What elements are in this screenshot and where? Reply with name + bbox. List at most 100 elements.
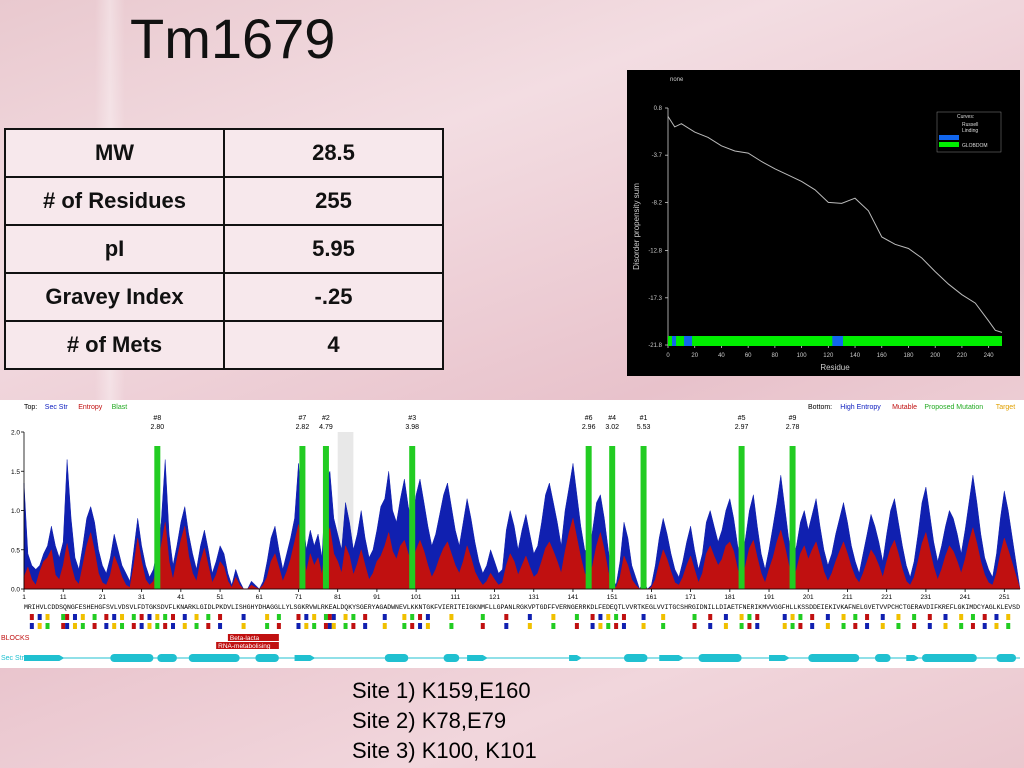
legend-title: Curves: bbox=[957, 114, 974, 120]
property-marker bbox=[92, 614, 97, 620]
property-marker bbox=[382, 623, 387, 629]
property-marker bbox=[810, 614, 815, 620]
site-marker bbox=[409, 446, 416, 589]
block-annotation bbox=[216, 642, 279, 649]
site-marker bbox=[640, 446, 647, 589]
header-left-item: Top: bbox=[24, 404, 37, 411]
strand-arrow bbox=[467, 655, 488, 661]
table-row: # of Mets 4 bbox=[4, 320, 444, 370]
y-tick-label: 1.5 bbox=[11, 469, 20, 476]
property-marker bbox=[480, 623, 485, 629]
disorder-segment bbox=[832, 336, 844, 346]
property-marker bbox=[943, 614, 948, 620]
property-marker bbox=[661, 623, 666, 629]
property-marker bbox=[194, 614, 199, 620]
property-marker bbox=[880, 623, 885, 629]
property-marker bbox=[327, 614, 332, 620]
site-score-label: 2.97 bbox=[735, 424, 749, 431]
y-tick-label: 1.0 bbox=[11, 508, 20, 515]
property-marker bbox=[331, 614, 336, 620]
property-marker bbox=[351, 623, 356, 629]
property-marker bbox=[37, 614, 42, 620]
property-marker bbox=[504, 623, 509, 629]
property-marker bbox=[147, 623, 152, 629]
property-marker bbox=[72, 623, 77, 629]
table-row: Gravey Index -.25 bbox=[4, 272, 444, 322]
property-marker bbox=[912, 614, 917, 620]
strand-arrow bbox=[906, 655, 920, 661]
x-tick-label: 111 bbox=[450, 594, 460, 601]
property-marker bbox=[425, 614, 430, 620]
helix-segment bbox=[188, 654, 240, 662]
property-marker bbox=[112, 614, 117, 620]
property-marker bbox=[798, 614, 803, 620]
property-value: 28.5 bbox=[223, 128, 444, 178]
property-marker bbox=[790, 614, 795, 620]
site-score-label: 2.96 bbox=[582, 424, 596, 431]
strand-arrow bbox=[24, 655, 65, 661]
property-marker bbox=[312, 623, 317, 629]
x-tick-label: 141 bbox=[568, 594, 579, 601]
property-marker bbox=[343, 623, 348, 629]
x-tick-label: 131 bbox=[528, 594, 539, 601]
block-annotation bbox=[227, 634, 279, 641]
x-tick-label: 60 bbox=[745, 353, 752, 359]
property-marker bbox=[265, 623, 270, 629]
property-marker bbox=[825, 614, 830, 620]
x-tick-label: 61 bbox=[256, 594, 264, 601]
header-left-item: Entropy bbox=[78, 404, 103, 411]
property-marker bbox=[614, 614, 619, 620]
x-tick-label: 1 bbox=[22, 594, 26, 601]
x-tick-label: 20 bbox=[691, 353, 698, 359]
property-marker bbox=[504, 614, 509, 620]
property-marker bbox=[480, 614, 485, 620]
y-tick-label: 0.0 bbox=[11, 587, 20, 594]
property-marker bbox=[708, 614, 713, 620]
block-annotation-label: RNA-metabolising bbox=[218, 643, 271, 650]
property-marker bbox=[739, 623, 744, 629]
y-tick-label: -17.3 bbox=[648, 296, 662, 302]
property-marker bbox=[296, 623, 301, 629]
property-marker bbox=[574, 623, 579, 629]
properties-table: MW 28.5 # of Residues 255 pI 5.95 Gravey Index… bbox=[4, 128, 444, 370]
property-marker bbox=[590, 614, 595, 620]
property-marker bbox=[194, 623, 199, 629]
property-marker bbox=[755, 614, 760, 620]
x-tick-label: 231 bbox=[920, 594, 931, 601]
helix-segment bbox=[384, 654, 409, 662]
property-marker bbox=[155, 614, 160, 620]
property-marker bbox=[171, 614, 176, 620]
property-marker bbox=[276, 623, 281, 629]
header-right-item: Bottom: bbox=[808, 404, 832, 411]
site-score-label: 2.82 bbox=[296, 424, 310, 431]
x-tick-label: 81 bbox=[334, 594, 342, 601]
property-marker bbox=[614, 623, 619, 629]
legend-entry: Russell bbox=[962, 122, 978, 128]
header-right-item: Target bbox=[996, 404, 1016, 411]
property-marker bbox=[449, 623, 454, 629]
property-marker bbox=[402, 623, 407, 629]
property-marker bbox=[327, 623, 332, 629]
property-marker bbox=[994, 614, 999, 620]
site-score-label: 2.80 bbox=[151, 424, 165, 431]
property-marker bbox=[723, 614, 728, 620]
site-item-3: Site 3) K100, K101 bbox=[352, 738, 537, 763]
property-marker bbox=[896, 623, 901, 629]
property-marker bbox=[598, 623, 603, 629]
property-value: 5.95 bbox=[223, 224, 444, 274]
property-marker bbox=[112, 623, 117, 629]
property-marker bbox=[120, 623, 125, 629]
y-tick-label: -21.8 bbox=[648, 343, 662, 349]
property-marker bbox=[45, 623, 50, 629]
site-rank-label: #3 bbox=[408, 415, 416, 422]
disorder-segment bbox=[684, 336, 693, 346]
property-name: # of Mets bbox=[4, 320, 225, 370]
property-marker bbox=[527, 614, 532, 620]
property-marker bbox=[29, 614, 34, 620]
slide-title: Tm1679 bbox=[130, 7, 336, 70]
strand-arrow bbox=[659, 655, 684, 661]
property-name: MW bbox=[4, 128, 225, 178]
x-tick-label: 171 bbox=[685, 594, 696, 601]
x-tick-label: 201 bbox=[803, 594, 814, 601]
property-marker bbox=[61, 614, 66, 620]
